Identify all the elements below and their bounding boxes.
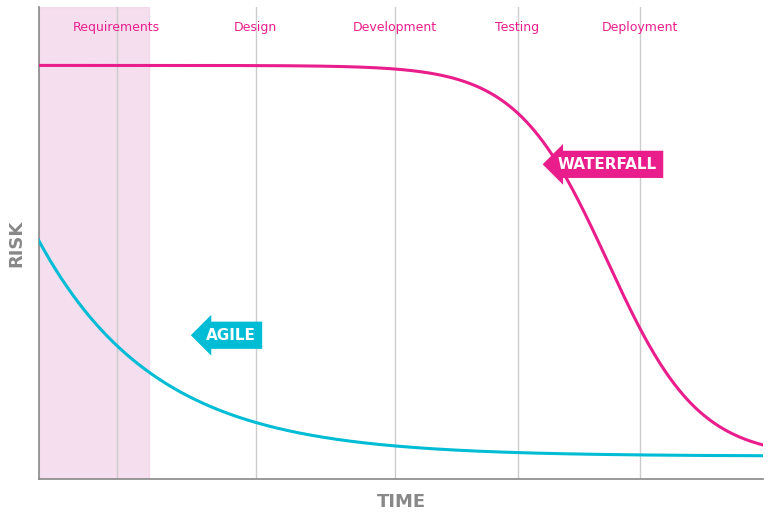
- X-axis label: TIME: TIME: [377, 493, 426, 511]
- Text: Requirements: Requirements: [73, 21, 160, 34]
- Bar: [38, 7, 149, 479]
- Text: Testing: Testing: [495, 21, 540, 34]
- Y-axis label: RISK: RISK: [7, 220, 25, 267]
- Text: Development: Development: [353, 21, 437, 34]
- Text: WATERFALL: WATERFALL: [558, 157, 657, 172]
- Text: Deployment: Deployment: [602, 21, 678, 34]
- Text: Design: Design: [234, 21, 277, 34]
- Text: AGILE: AGILE: [206, 328, 256, 343]
